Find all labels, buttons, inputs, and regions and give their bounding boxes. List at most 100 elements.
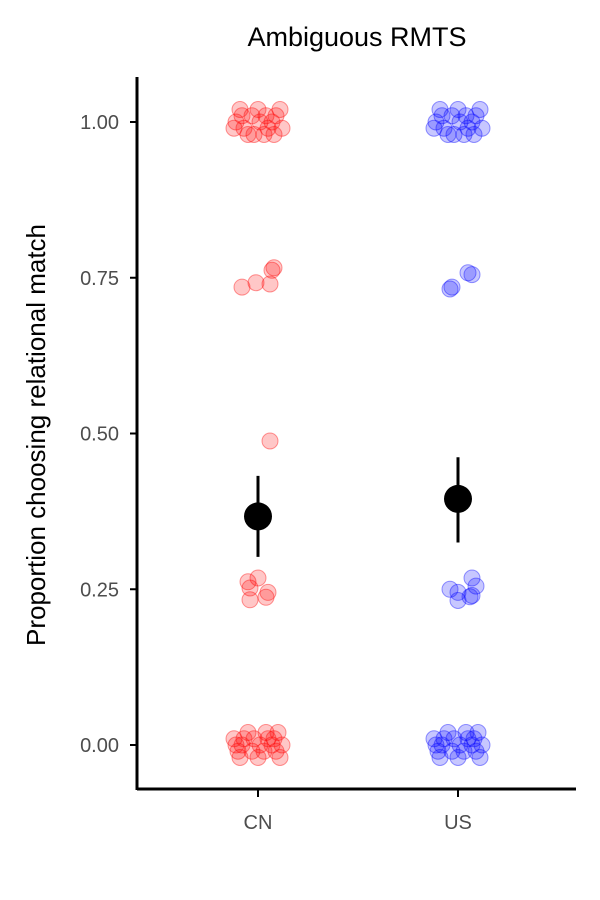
data-point (265, 730, 283, 748)
data-point (449, 101, 467, 118)
data-point (463, 569, 481, 587)
data-point (425, 730, 443, 748)
y-ticks: 0.00 0.25 0.50 0.75 1.00 (80, 112, 137, 757)
data-point (473, 736, 491, 754)
data-point (451, 736, 469, 754)
summary-layer (244, 457, 472, 557)
data-point (465, 126, 483, 143)
data-point (439, 724, 457, 741)
data-point (233, 107, 251, 125)
data-point (431, 101, 449, 118)
data-point (259, 730, 277, 748)
data-point (471, 749, 489, 766)
data-point (431, 749, 449, 766)
series-cn (225, 101, 291, 766)
data-point (433, 736, 451, 754)
y-tick-label: 0.25 (80, 579, 119, 601)
data-point (257, 107, 275, 125)
data-point (429, 742, 447, 760)
data-point (273, 736, 291, 754)
data-point (249, 101, 267, 118)
data-point (255, 126, 273, 143)
data-point (229, 742, 247, 760)
data-point (445, 126, 463, 143)
data-point (255, 742, 273, 760)
data-point (239, 724, 257, 741)
data-point (245, 126, 263, 143)
data-point (435, 730, 453, 748)
data-point (463, 113, 481, 131)
data-point (241, 591, 259, 609)
data-point (261, 432, 279, 450)
data-point (271, 749, 289, 766)
data-point (467, 742, 485, 760)
data-point (455, 126, 473, 143)
data-point (243, 107, 261, 125)
data-point (455, 742, 473, 760)
y-tick-label: 0.50 (80, 424, 119, 446)
data-point (443, 107, 461, 125)
data-point (243, 742, 261, 760)
axes (135, 77, 576, 791)
data-point (457, 724, 475, 741)
data-point (233, 278, 251, 296)
data-point (257, 724, 275, 741)
data-point (259, 119, 277, 137)
data-point (459, 264, 477, 282)
data-point (261, 275, 279, 293)
data-point (263, 736, 281, 754)
data-point (427, 113, 445, 131)
data-point (425, 119, 443, 137)
data-point (241, 579, 259, 597)
data-point (257, 588, 275, 606)
data-point (471, 101, 489, 118)
data-point (247, 274, 265, 292)
data-point (449, 749, 467, 766)
data-point (467, 577, 485, 595)
data-point (467, 107, 485, 125)
data-point (227, 736, 245, 754)
y-tick-label: 0.75 (80, 268, 119, 290)
data-point (267, 107, 285, 125)
chart-title: Ambiguous RMTS (247, 22, 466, 52)
data-point (251, 736, 269, 754)
data-point (227, 113, 245, 131)
series-us (425, 101, 491, 766)
y-tick-label: 1.00 (80, 112, 119, 134)
data-point (433, 107, 451, 125)
data-point (465, 730, 483, 748)
data-point (267, 742, 285, 760)
data-point (263, 113, 281, 131)
jitter-points (225, 101, 491, 766)
data-point (435, 119, 453, 137)
data-point (449, 592, 467, 609)
y-tick-label: 0.00 (80, 735, 119, 757)
data-point (225, 119, 243, 137)
data-point (265, 126, 283, 143)
data-point (271, 101, 289, 118)
data-point (265, 259, 283, 277)
data-point (239, 573, 257, 591)
data-point (463, 587, 481, 604)
data-point (225, 730, 243, 748)
data-point (263, 261, 281, 279)
data-point (463, 266, 481, 284)
data-point (459, 730, 477, 748)
data-point (235, 730, 253, 748)
data-point (441, 280, 459, 298)
mean-point-us (444, 484, 472, 513)
data-point (273, 119, 291, 137)
data-point (259, 583, 277, 601)
data-point (463, 736, 481, 754)
data-point (245, 730, 263, 748)
y-axis-label: Proportion choosing relational match (21, 224, 51, 646)
data-point (461, 588, 479, 606)
data-point (249, 749, 267, 766)
data-point (449, 583, 467, 601)
data-point (269, 724, 287, 741)
mean-point-cn (244, 502, 272, 531)
data-point (443, 742, 461, 760)
data-point (235, 119, 253, 137)
data-point (251, 113, 269, 131)
